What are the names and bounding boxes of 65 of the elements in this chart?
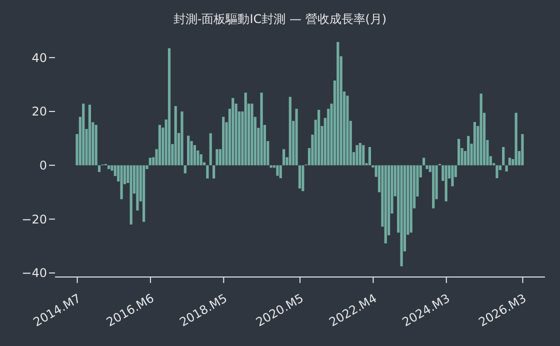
bar [212,165,216,178]
y-tick-label: 40 [32,50,47,65]
chart-title: 封測-面板驅動IC封測 — 營收成長率(月) [172,11,388,28]
y-tick-label: −20 [22,212,47,226]
bar [502,146,505,166]
bar [358,142,362,166]
bar [432,165,435,208]
bar [222,116,225,166]
bar [282,149,286,166]
bar [193,145,196,166]
bar [136,165,139,211]
bar [206,165,209,178]
bar [120,165,123,200]
bar [98,165,101,172]
bar [187,136,190,166]
bar [184,165,186,174]
bar [244,92,247,166]
bar [521,134,524,166]
bar [88,104,92,166]
bar [279,165,282,178]
bar [467,136,470,166]
bar [368,146,372,166]
bar [148,158,152,166]
bar [451,165,454,186]
y-tick-label: 20 [32,104,47,119]
bar [174,106,177,166]
bar [346,96,349,166]
bar [426,165,428,170]
bar [250,104,254,166]
bar [180,111,184,166]
bar [400,165,403,266]
bar [298,165,302,188]
bar [362,145,365,166]
bar [422,158,426,166]
bar [356,145,358,166]
bar [302,165,304,192]
bar [288,96,292,166]
bar [480,94,482,166]
bar [505,165,508,172]
bar [158,124,162,166]
bar [108,165,110,170]
bar [410,165,412,233]
bar [473,122,476,166]
bar [514,112,518,166]
bar [209,133,212,166]
y-tick-label: 0 [39,158,47,173]
bar [260,92,263,166]
bar [142,165,146,222]
y-tick-label: −40 [22,266,47,280]
bar [508,158,512,166]
bar [318,110,320,166]
bar [200,154,202,166]
bar [458,138,460,166]
bar [276,165,279,176]
bar [295,108,298,166]
bar [232,98,234,166]
bar [384,165,387,244]
bar [82,104,85,166]
bar [216,149,218,166]
bar [130,165,132,225]
bar [496,165,498,178]
bar [336,42,340,166]
bar [168,48,171,166]
bar [94,124,98,166]
bar [444,165,448,202]
